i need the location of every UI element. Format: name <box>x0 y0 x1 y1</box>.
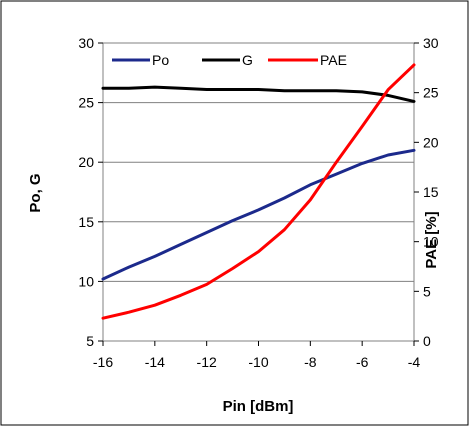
y-right-tick-label-6: 30 <box>423 35 439 51</box>
y-right-tick-label-0: 0 <box>423 333 431 349</box>
y-left-tick-label-5: 30 <box>78 35 94 51</box>
x-tick-label-1: -14 <box>145 354 165 370</box>
y-left-tick-label-4: 25 <box>78 95 94 111</box>
legend-label-po: Po <box>152 52 169 68</box>
y-right-tick-label-3: 15 <box>423 184 439 200</box>
x-tick-label-4: -8 <box>304 354 317 370</box>
y-right-tick-label-5: 25 <box>423 85 439 101</box>
series-line-g <box>101 85 416 103</box>
legend-label-pae: PAE <box>320 52 347 68</box>
legend-label-g: G <box>242 52 253 68</box>
x-tick-label-0: -16 <box>93 354 113 370</box>
x-tick-label-6: -4 <box>408 354 421 370</box>
y-left-tick-label-2: 15 <box>78 214 94 230</box>
y-right-tick-label-4: 20 <box>423 134 439 150</box>
x-tick-label-2: -12 <box>197 354 217 370</box>
series-line-pae <box>101 63 416 320</box>
series-line-po <box>101 148 416 281</box>
series-layer <box>101 63 416 320</box>
ticks-layer: 5 10 15 20 25 30 0 5 10 15 20 25 30 -16 -14 -12 -10 -8 -6 -… <box>78 35 438 370</box>
y-left-tick-label-1: 10 <box>78 273 94 289</box>
y-left-tick-label-3: 20 <box>78 154 94 170</box>
y-axis-title-right: PAE [%] <box>423 211 440 268</box>
y-left-tick-label-0: 5 <box>86 333 94 349</box>
x-tick-label-3: -10 <box>248 354 268 370</box>
y-axis-title-left: Po, G <box>27 173 44 212</box>
x-axis-title: Pin [dBm] <box>223 398 294 415</box>
legend: Po G PAE <box>112 52 347 68</box>
y-right-tick-label-2: 10 <box>423 234 439 250</box>
x-tick-label-5: -6 <box>356 354 369 370</box>
grid-layer <box>103 102 414 282</box>
y-right-tick-label-1: 5 <box>423 283 431 299</box>
